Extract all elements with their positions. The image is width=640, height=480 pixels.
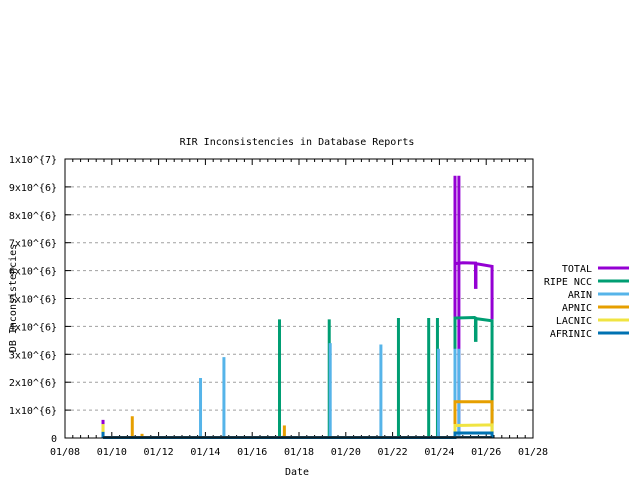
x-tick-label: 01/08 <box>50 447 80 458</box>
x-tick-label: 01/12 <box>144 447 174 458</box>
y-tick-label: 4x10^{6} <box>9 322 57 333</box>
y-tick-label: 0 <box>51 434 57 445</box>
series-line <box>453 423 494 433</box>
legend-label: TOTAL <box>562 264 592 275</box>
x-tick-label: 01/28 <box>518 447 548 458</box>
series-line <box>453 315 494 433</box>
x-tick-label: 01/22 <box>378 447 408 458</box>
legend-label: ARIN <box>568 290 592 301</box>
y-tick-label: 3x10^{6} <box>9 350 57 361</box>
x-tick-label: 01/24 <box>424 447 454 458</box>
series-line <box>453 400 494 426</box>
x-tick-label: 01/16 <box>237 447 267 458</box>
y-tick-label: 6x10^{6} <box>9 267 57 278</box>
y-tick-label: 7x10^{6} <box>9 239 57 250</box>
legend-label: AFRINIC <box>550 329 592 340</box>
y-tick-label: 9x10^{6} <box>9 183 57 194</box>
y-tick-label: 2x10^{6} <box>9 378 57 389</box>
x-tick-label: 01/10 <box>97 447 127 458</box>
legend-label: APNIC <box>562 303 592 314</box>
series-layer <box>101 175 494 439</box>
y-tick-label: 1x10^{7} <box>9 155 57 166</box>
series-arin <box>199 343 461 438</box>
series-apnic <box>130 400 494 438</box>
legend-label: LACNIC <box>556 316 592 327</box>
x-tick-label: 01/14 <box>190 447 220 458</box>
axis-ticks: 0 1x10^{6} 2x10^{6} 3x10^{6} 4x10^{6} 5x10^{6… <box>9 155 548 458</box>
y-axis-label: DB Inconsistencies <box>8 244 19 352</box>
series-line <box>453 261 494 320</box>
series-lacnic <box>101 423 494 438</box>
legend: TOTAL RIPE NCC ARIN APNIC LACNIC AFRINIC <box>544 264 629 340</box>
y-tick-label: 5x10^{6} <box>9 295 57 306</box>
grid <box>65 186 533 411</box>
x-tick-label: 01/20 <box>331 447 361 458</box>
x-tick-label: 01/18 <box>284 447 314 458</box>
y-tick-label: 1x10^{6} <box>9 406 57 417</box>
plot-border <box>64 158 534 439</box>
legend-label: RIPE NCC <box>544 277 592 288</box>
x-tick-label: 01/26 <box>471 447 501 458</box>
chart-title: RIR Inconsistencies in Database Reports <box>180 137 415 148</box>
y-tick-label: 8x10^{6} <box>9 211 57 222</box>
x-axis-label: Date <box>285 467 309 478</box>
